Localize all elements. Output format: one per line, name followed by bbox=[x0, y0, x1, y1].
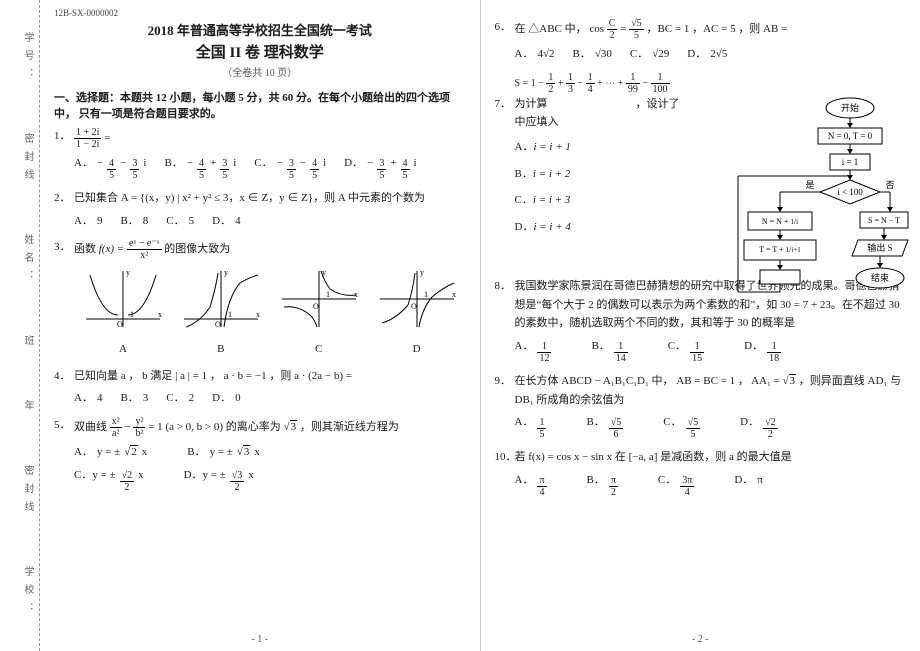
svg-text:开始: 开始 bbox=[841, 102, 859, 113]
option-a: A．−45−35i bbox=[74, 154, 146, 181]
option-d: D．−35+45i bbox=[344, 154, 416, 181]
question-5: 5． 双曲线 x²a² − y²b² = 1 (a > 0, b > 0) 的离… bbox=[54, 416, 466, 493]
graph-b-icon: x y O1 bbox=[180, 267, 262, 331]
svg-text:i < 100: i < 100 bbox=[837, 187, 863, 197]
title-block: 2018 年普通高等学校招生全国统一考试 全国 II 卷 理科数学 （全卷共 1… bbox=[54, 20, 466, 79]
svg-text:1: 1 bbox=[424, 290, 428, 299]
option-c: C．5 bbox=[166, 212, 194, 231]
page-footer: - 2 - bbox=[481, 634, 920, 645]
svg-text:y: y bbox=[224, 268, 228, 277]
margin-label: 年 bbox=[4, 400, 35, 418]
page-footer: - 1 - bbox=[40, 634, 480, 645]
svg-text:N = 0, T = 0: N = 0, T = 0 bbox=[828, 131, 873, 141]
svg-text:N = N + 1/i: N = N + 1/i bbox=[762, 217, 798, 226]
option-b: B．−45+35i bbox=[164, 154, 236, 181]
section-header: 一、选择题：本题共 12 小题，每小题 5 分，共 60 分。在每个小题给出的四… bbox=[54, 89, 466, 121]
svg-text:O: O bbox=[411, 302, 417, 311]
svg-text:结束: 结束 bbox=[871, 272, 889, 283]
question-10: 10．若 f(x) = cos x − sin x 在 [−a, a] 是减函数… bbox=[495, 448, 907, 498]
svg-text:O: O bbox=[117, 320, 123, 329]
graph-c-icon: xyO1 bbox=[278, 267, 360, 331]
question-3: 3． 函数 f(x) = eˣ − e⁻ˣx² 的图像大致为 xyO1 A xy… bbox=[54, 238, 466, 358]
svg-text:是: 是 bbox=[805, 180, 814, 190]
q-number: 1． bbox=[54, 127, 74, 150]
margin-label: 学号： bbox=[4, 32, 35, 86]
svg-text:S = N − T: S = N − T bbox=[868, 216, 900, 225]
svg-text:y: y bbox=[420, 268, 424, 277]
margin-label: 密封线 bbox=[4, 465, 35, 519]
svg-text:O: O bbox=[215, 320, 221, 329]
option-a: A．9 bbox=[74, 212, 102, 231]
svg-text:x: x bbox=[256, 310, 260, 319]
graph-options: xyO1 A xyO1 B xyO1 C xyO1 D bbox=[74, 267, 466, 358]
option-d: D．4 bbox=[212, 212, 240, 231]
question-9: 9． 在长方体 ABCD − A₁B₁C₁D₁ 中， AB = BC = 1 ，… bbox=[495, 372, 907, 440]
svg-text:1: 1 bbox=[228, 310, 232, 319]
option-b: B．8 bbox=[120, 212, 148, 231]
question-6: 6． 在 △ABC 中， cos C2 = √55 ，BC = 1 ，AC = … bbox=[495, 18, 907, 64]
svg-text:x: x bbox=[354, 290, 358, 299]
page-2: 6． 在 △ABC 中， cos C2 = √55 ，BC = 1 ，AC = … bbox=[480, 0, 920, 651]
svg-text:1: 1 bbox=[326, 290, 330, 299]
exam-code: 12B-SX-0000002 bbox=[54, 8, 466, 18]
svg-text:i = 1: i = 1 bbox=[842, 157, 859, 167]
graph-d-icon: x y O1 bbox=[376, 267, 458, 331]
graph-a-icon: xyO1 bbox=[82, 267, 164, 331]
question-4: 4．已知向量 a ， b 满足 | a | = 1 ， a · b = −1 ，… bbox=[54, 367, 466, 408]
svg-text:x: x bbox=[158, 310, 162, 319]
margin-label: 学校： bbox=[4, 566, 35, 620]
svg-text:y: y bbox=[126, 268, 130, 277]
option-c: C．−35−45i bbox=[254, 154, 326, 181]
margin-label: 姓名： bbox=[4, 234, 35, 288]
svg-text:O: O bbox=[313, 302, 319, 311]
margin-label: 班 bbox=[4, 335, 35, 353]
svg-text:输出 S: 输出 S bbox=[867, 242, 892, 253]
page-1: 12B-SX-0000002 2018 年普通高等学校招生全国统一考试 全国 I… bbox=[40, 0, 480, 651]
question-2: 2．已知集合 A = {(x，y) | x² + y² ≤ 3，x ∈ Z，y … bbox=[54, 189, 466, 230]
title-line-3: （全卷共 10 页） bbox=[54, 64, 466, 79]
svg-text:x: x bbox=[452, 290, 456, 299]
svg-text:T = T + 1/i+1: T = T + 1/i+1 bbox=[759, 245, 801, 254]
title-line-1: 2018 年普通高等学校招生全国统一考试 bbox=[54, 20, 466, 39]
title-line-2: 全国 II 卷 理科数学 bbox=[54, 41, 466, 62]
question-1: 1． 1 + 2i1 − 2i = A．−45−35i B．−45+35i C．… bbox=[54, 127, 466, 181]
flowchart-icon: 开始 N = 0, T = 0 i = 1 i < 100 是 否 N = N +… bbox=[730, 96, 910, 336]
binding-margin: 学号： 密封线 姓名： 班 年 密封线 学校： bbox=[0, 0, 40, 651]
margin-label: 密封线 bbox=[4, 133, 35, 187]
svg-text:否: 否 bbox=[885, 180, 894, 190]
question-7: S = 1 − 12 + 13 − 14 + ⋯ + 199 − 1100 7．… bbox=[495, 72, 725, 237]
